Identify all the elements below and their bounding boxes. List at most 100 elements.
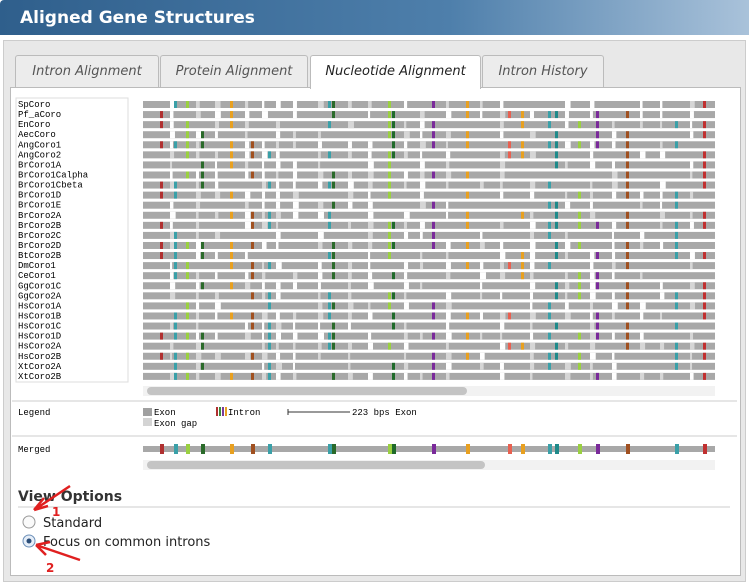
exon-gap [318, 342, 322, 350]
exon-gap [404, 151, 408, 159]
exon-gap [404, 282, 409, 290]
intron [174, 191, 177, 199]
option-label[interactable]: Standard [43, 516, 102, 531]
intron [675, 241, 678, 249]
view-options-title: View Options [18, 489, 122, 505]
exon-gap [262, 201, 265, 209]
intron [675, 252, 678, 260]
exon-gap [215, 121, 219, 129]
exon-gap [368, 101, 372, 108]
exon-gap [446, 101, 449, 108]
exon-gap [276, 292, 281, 300]
exon-gap [276, 231, 281, 239]
exon-gap [196, 312, 200, 320]
exon-gap [276, 201, 281, 209]
exon-gap [612, 272, 615, 280]
exon-gap [420, 372, 423, 380]
intron [432, 231, 435, 239]
exon-gap [404, 262, 409, 270]
exon-gap [590, 151, 594, 159]
exon-gap [404, 342, 409, 350]
tab[interactable]: Intron History [482, 55, 604, 87]
exon-gap [530, 362, 535, 370]
header-title: Aligned Gene Structures [20, 8, 255, 28]
scrollbar[interactable] [147, 461, 485, 469]
intron [160, 332, 163, 340]
exon-gap [612, 131, 617, 139]
gene-name: XtCoro2B [18, 372, 62, 382]
intron [596, 372, 599, 380]
intron [432, 312, 435, 320]
gene-name: BrCoro2A [18, 211, 62, 221]
exon-gap [318, 352, 321, 360]
radio-standard[interactable] [22, 515, 36, 529]
exon-gap [276, 101, 281, 108]
exon-gap [215, 211, 219, 219]
exon-gap [480, 312, 483, 320]
exon-gap [660, 372, 664, 380]
intron [230, 372, 233, 380]
alignment: SpCoroPf_aCoroEnCoroAecCoroAngCoro1AngCo… [18, 100, 715, 382]
intron [703, 352, 706, 360]
intron [328, 151, 331, 159]
intron [675, 292, 678, 300]
exon-gap [480, 101, 483, 108]
exon-gap [276, 121, 280, 129]
intron [508, 312, 511, 320]
intron [332, 101, 335, 108]
exon-gap [660, 181, 666, 189]
exon-gap [404, 302, 409, 310]
intron [675, 221, 678, 229]
exon-gap [368, 282, 374, 290]
exon-gap [262, 151, 268, 159]
exon-gap [404, 292, 407, 300]
exon-gap [276, 352, 281, 360]
exon-gap [196, 111, 201, 119]
exon-gap [245, 171, 249, 179]
exon-gap [612, 191, 617, 199]
intron [392, 444, 396, 454]
exon-gap [215, 352, 221, 360]
intron [703, 444, 707, 454]
tab[interactable]: Intron Alignment [15, 55, 159, 87]
intron [328, 252, 331, 260]
exon-gap [690, 191, 694, 199]
exon-gap [404, 332, 408, 340]
exon-gap [215, 332, 218, 340]
exon-bar [143, 121, 715, 129]
exon-gap [318, 171, 324, 179]
intron [174, 262, 177, 270]
exon-bar [143, 282, 715, 290]
exon-gap [215, 101, 221, 108]
exon-gap [318, 302, 323, 310]
exon-gap [446, 312, 451, 320]
intron [675, 444, 679, 454]
exon-bar [143, 362, 715, 370]
exon-gap [640, 201, 643, 209]
exon-gap [640, 121, 643, 129]
option-label[interactable]: Focus on common introns [43, 535, 211, 550]
exon-gap [262, 161, 265, 169]
exon-gap [276, 282, 281, 290]
exon-gap [245, 131, 248, 139]
exon-gap [170, 151, 175, 159]
exon-gap [612, 312, 615, 320]
intron [432, 101, 435, 108]
exon-bar [143, 231, 715, 239]
exon-gap [480, 362, 484, 370]
exon-gap [348, 181, 354, 189]
tab-active[interactable]: Nucleotide Alignment [310, 55, 481, 89]
exon-gap [590, 312, 593, 320]
exon-gap [660, 151, 666, 159]
scrollbar[interactable] [147, 387, 467, 395]
intron [328, 292, 331, 300]
exon-gap [262, 262, 265, 270]
exon-gap [276, 131, 281, 139]
exon-gap [640, 231, 645, 239]
exon-gap [276, 332, 282, 340]
intron [186, 312, 189, 320]
intron [555, 292, 558, 300]
tab[interactable]: Protein Alignment [160, 55, 308, 87]
exon-gap [368, 262, 371, 270]
gene-name: GgCoro2A [18, 291, 62, 301]
